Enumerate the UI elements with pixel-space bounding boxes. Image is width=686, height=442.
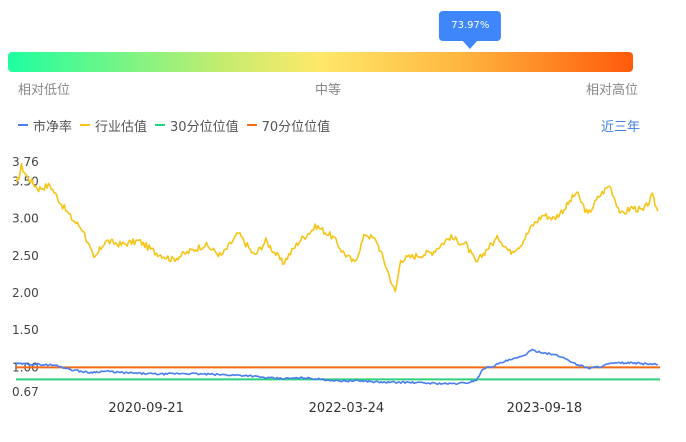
legend-item-p70[interactable]: 70分位位值 — [246, 116, 331, 135]
x-tick-label: 2020-09-21 — [108, 401, 184, 416]
valuation-gauge: 73.97% — [8, 11, 633, 72]
legend-item-pb[interactable]: 市净率 — [18, 116, 72, 135]
gauge-value-marker: 73.97% — [439, 11, 502, 49]
legend-item-p30[interactable]: 30分位位值 — [155, 116, 239, 135]
gauge-gradient-bar — [8, 52, 633, 72]
valuation-line-chart: 3.763.503.002.502.001.501.000.67 2020-09… — [12, 155, 660, 416]
legend-label-p30: 30分位位值 — [170, 119, 239, 135]
y-axis-ticks: 3.763.503.002.502.001.501.000.67 — [12, 155, 39, 399]
gauge-mid-label: 中等 — [315, 83, 342, 98]
pb-series-line — [15, 348, 658, 386]
y-tick-label: 2.00 — [12, 286, 39, 300]
legend-swatch-pb — [18, 124, 28, 126]
y-tick-label: 1.50 — [12, 323, 39, 337]
x-axis-ticks: 2020-09-21 2022-03-24 2023-09-18 — [108, 401, 582, 416]
range-selector-link[interactable]: 近三年 — [600, 120, 640, 135]
industry-series-line — [15, 162, 659, 293]
chart-legend: 市净率 行业估值 30分位位值 70分位位值 — [18, 116, 338, 135]
x-tick-label: 2022-03-24 — [309, 401, 385, 416]
series-layer — [15, 162, 660, 386]
y-tick-label: 2.50 — [12, 249, 39, 263]
gauge-low-label: 相对低位 — [18, 83, 71, 98]
gauge-high-label: 相对高位 — [585, 83, 638, 98]
legend-label-pb: 市净率 — [33, 119, 73, 135]
x-tick-label: 2023-09-18 — [507, 401, 583, 416]
y-tick-label: 0.67 — [12, 385, 39, 399]
y-tick-label: 3.00 — [12, 212, 39, 226]
legend-swatch-p30 — [155, 124, 166, 126]
legend-label-industry: 行业估值 — [95, 119, 148, 135]
gauge-labels: 相对低位 中等 相对高位 — [18, 79, 638, 98]
y-tick-label: 3.76 — [12, 155, 39, 169]
legend-item-industry[interactable]: 行业估值 — [80, 116, 147, 135]
legend-swatch-industry — [80, 124, 91, 126]
legend-swatch-p70 — [246, 124, 257, 126]
legend-label-p70: 70分位位值 — [261, 119, 331, 135]
